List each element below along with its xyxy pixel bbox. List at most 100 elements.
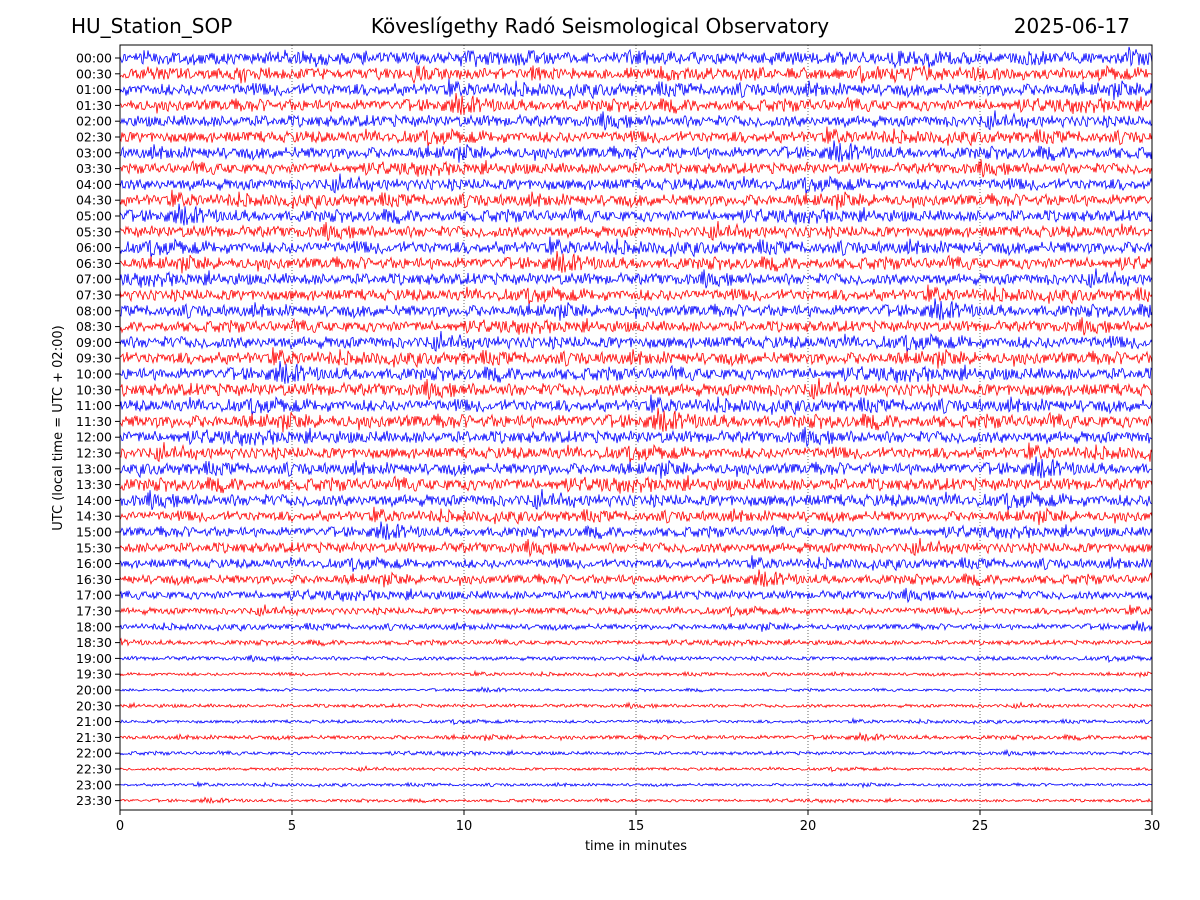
trace-row-0030 xyxy=(119,64,1153,85)
trace-row-1000 xyxy=(119,361,1153,384)
trace-row-0330 xyxy=(119,159,1153,178)
date-label: 2025-06-17 xyxy=(1013,14,1130,38)
y-tick-label: 02:30 xyxy=(76,130,112,145)
y-tick-label: 06:30 xyxy=(76,256,112,271)
y-tick-label: 09:00 xyxy=(76,335,112,350)
x-tick-label: 25 xyxy=(972,819,989,834)
trace-row-0830 xyxy=(119,317,1153,336)
trace-row-1400 xyxy=(119,489,1153,512)
seismic-traces xyxy=(119,46,1153,804)
trace-row-0000 xyxy=(119,46,1153,69)
trace-row-1730 xyxy=(119,604,1153,618)
trace-row-2030 xyxy=(119,701,1153,710)
y-tick-label: 12:00 xyxy=(76,430,112,445)
trace-row-0730 xyxy=(119,284,1153,306)
y-tick-label: 23:30 xyxy=(76,793,112,808)
x-axis-label: time in minutes xyxy=(585,839,687,854)
trace-row-0400 xyxy=(119,173,1153,195)
trace-row-1330 xyxy=(119,475,1153,494)
y-tick-label: 23:00 xyxy=(76,777,112,792)
trace-row-1800 xyxy=(119,620,1153,632)
x-tick-label: 20 xyxy=(800,819,817,834)
y-tick-label: 22:00 xyxy=(76,746,112,761)
trace-row-0630 xyxy=(119,251,1153,274)
trace-row-1600 xyxy=(119,555,1153,572)
y-tick-label: 08:00 xyxy=(76,303,112,318)
y-tick-label: 01:30 xyxy=(76,98,112,113)
y-tick-label: 14:30 xyxy=(76,509,112,524)
y-tick-label: 09:30 xyxy=(76,351,112,366)
y-tick-label: 22:30 xyxy=(76,762,112,777)
trace-row-1630 xyxy=(119,569,1153,588)
trace-row-0800 xyxy=(119,298,1153,321)
trace-row-0900 xyxy=(119,331,1153,354)
y-tick-label: 03:30 xyxy=(76,161,112,176)
trace-row-1130 xyxy=(119,407,1153,433)
trace-row-2330 xyxy=(119,796,1153,804)
trace-row-1500 xyxy=(119,521,1153,541)
trace-row-0530 xyxy=(119,220,1153,241)
y-tick-label: 11:00 xyxy=(76,398,112,413)
y-tick-label: 04:30 xyxy=(76,193,112,208)
y-tick-label: 19:30 xyxy=(76,667,112,682)
trace-row-2000 xyxy=(119,686,1153,694)
y-tick-label: 03:00 xyxy=(76,145,112,160)
trace-row-0130 xyxy=(119,93,1153,115)
y-tick-label: 01:00 xyxy=(76,82,112,97)
trace-row-1030 xyxy=(119,377,1153,400)
trace-row-1100 xyxy=(119,394,1153,417)
x-tick-label: 10 xyxy=(456,819,473,834)
y-tick-label: 15:30 xyxy=(76,540,112,555)
trace-row-0700 xyxy=(119,268,1153,289)
trace-row-1900 xyxy=(119,653,1153,664)
trace-row-1230 xyxy=(119,442,1153,464)
y-tick-label: 05:30 xyxy=(76,224,112,239)
trace-row-2130 xyxy=(119,731,1153,743)
trace-row-2300 xyxy=(119,780,1153,789)
y-tick-label: 16:30 xyxy=(76,572,112,587)
trace-row-1200 xyxy=(119,426,1153,447)
trace-row-0500 xyxy=(119,203,1153,226)
x-tick-label: 30 xyxy=(1144,819,1161,834)
y-tick-label: 13:00 xyxy=(76,461,112,476)
trace-row-2230 xyxy=(119,765,1153,773)
y-tick-label: 16:00 xyxy=(76,556,112,571)
y-tick-label: 19:00 xyxy=(76,651,112,666)
y-tick-label: 02:00 xyxy=(76,114,112,129)
y-tick-label: 10:30 xyxy=(76,382,112,397)
y-axis-label: UTC (local time = UTC + 02:00) xyxy=(51,325,66,530)
y-tick-label: 18:00 xyxy=(76,619,112,634)
trace-row-0100 xyxy=(119,78,1153,101)
y-tick-label: 17:30 xyxy=(76,604,112,619)
y-tick-label: 10:00 xyxy=(76,367,112,382)
trace-row-1300 xyxy=(119,456,1153,479)
y-tick-label: 08:30 xyxy=(76,319,112,334)
trace-row-0930 xyxy=(119,347,1153,369)
grid-lines xyxy=(291,45,981,810)
trace-row-2100 xyxy=(119,717,1153,726)
y-tick-label: 21:00 xyxy=(76,714,112,729)
trace-row-0600 xyxy=(119,236,1153,259)
trace-row-0430 xyxy=(119,189,1153,211)
chart-title: Köveslígethy Radó Seismological Observat… xyxy=(370,14,830,38)
y-tick-label: 17:00 xyxy=(76,588,112,603)
x-axis-ticks: 0 5 10 15 20 25 30 xyxy=(116,810,1160,834)
y-tick-label: 05:00 xyxy=(76,209,112,224)
trace-row-2200 xyxy=(119,748,1153,758)
station-label: HU_Station_SOP xyxy=(71,14,233,38)
y-tick-label: 07:30 xyxy=(76,288,112,303)
trace-row-1430 xyxy=(119,506,1153,526)
trace-row-1700 xyxy=(119,587,1153,604)
y-tick-label: 00:30 xyxy=(76,66,112,81)
trace-row-0300 xyxy=(119,140,1153,163)
trace-row-1930 xyxy=(119,669,1153,679)
x-tick-label: 15 xyxy=(628,819,645,834)
y-tick-label: 21:30 xyxy=(76,730,112,745)
y-tick-label: 06:00 xyxy=(76,240,112,255)
y-tick-label: 04:00 xyxy=(76,177,112,192)
y-tick-label: 00:00 xyxy=(76,51,112,66)
trace-row-1830 xyxy=(119,637,1153,648)
x-tick-label: 0 xyxy=(116,819,124,834)
y-tick-label: 18:30 xyxy=(76,635,112,650)
y-tick-label: 20:30 xyxy=(76,698,112,713)
